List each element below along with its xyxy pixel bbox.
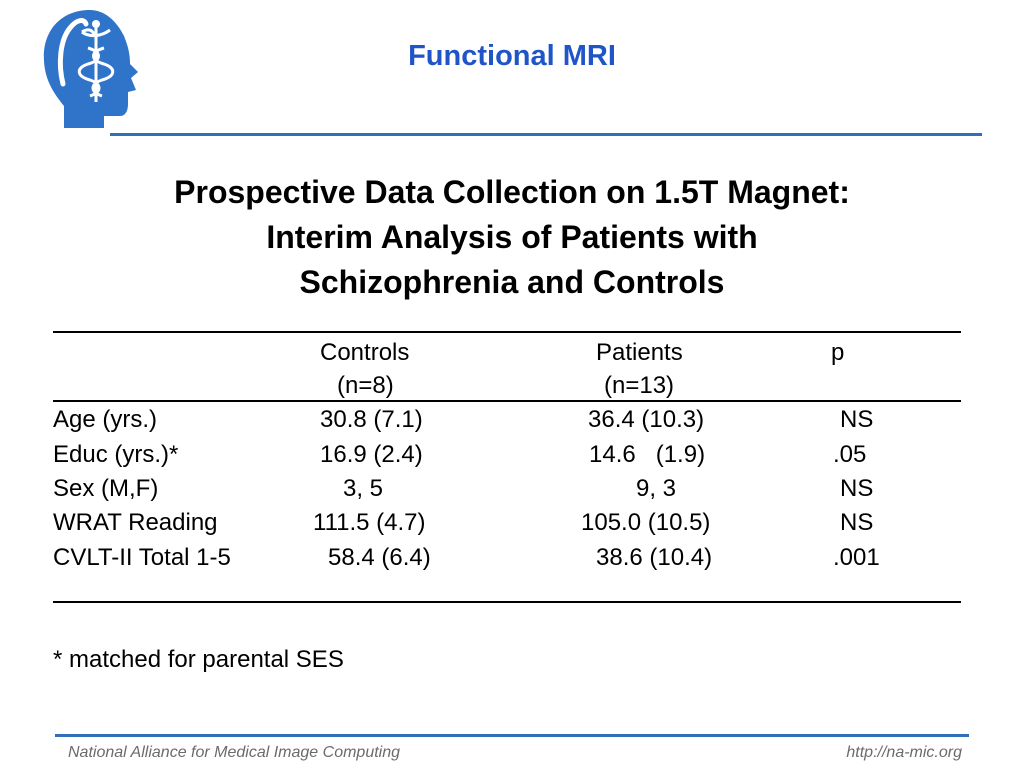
row-label: Age (yrs.)	[53, 406, 158, 433]
controls-value: 16.9 (2.4)	[320, 441, 423, 468]
slide-title-line: Prospective Data Collection on 1.5T Magn…	[174, 174, 850, 210]
table-top-rule	[53, 331, 961, 333]
row-label: CVLT-II Total 1-5	[53, 544, 231, 571]
controls-value: 111.5 (4.7)	[313, 509, 426, 536]
p-value: .05	[833, 441, 867, 468]
patients-value: 36.4 (10.3)	[588, 406, 705, 433]
patients-value: 14.6 (1.9)	[589, 441, 706, 468]
patients-value: 38.6 (10.4)	[596, 544, 713, 571]
header-p: p	[831, 339, 845, 366]
p-value: .001	[833, 544, 880, 571]
header-patients: Patients	[596, 339, 683, 366]
controls-value: 3, 5	[343, 475, 384, 502]
namic-logo-icon	[38, 6, 148, 136]
slide-title: Prospective Data Collection on 1.5T Magn…	[0, 170, 1024, 305]
p-value: NS	[840, 509, 874, 536]
controls-value: 30.8 (7.1)	[320, 406, 423, 433]
header-divider	[110, 133, 982, 136]
patients-value: 105.0 (10.5)	[581, 509, 711, 536]
footer-url: http://na-mic.org	[846, 744, 962, 761]
header-controls-n: (n=8)	[337, 372, 394, 399]
controls-value: 58.4 (6.4)	[328, 544, 431, 571]
row-label: WRAT Reading	[53, 509, 218, 536]
header-title: Functional MRI	[408, 40, 616, 72]
header-patients-n: (n=13)	[604, 372, 675, 399]
p-value: NS	[840, 475, 874, 502]
footer-divider	[55, 734, 969, 737]
slide-title-line: Interim Analysis of Patients with	[266, 219, 758, 255]
table-header-rule	[53, 400, 961, 402]
p-value: NS	[840, 406, 874, 433]
row-label: Sex (M,F)	[53, 475, 159, 502]
row-label: Educ (yrs.)*	[53, 441, 179, 468]
footnote: * matched for parental SES	[53, 646, 344, 673]
patients-value: 9, 3	[636, 475, 677, 502]
header-controls: Controls	[320, 339, 410, 366]
slide-title-line: Schizophrenia and Controls	[299, 264, 725, 300]
footer-organization: National Alliance for Medical Image Comp…	[68, 744, 401, 761]
table-bottom-rule	[53, 601, 961, 603]
